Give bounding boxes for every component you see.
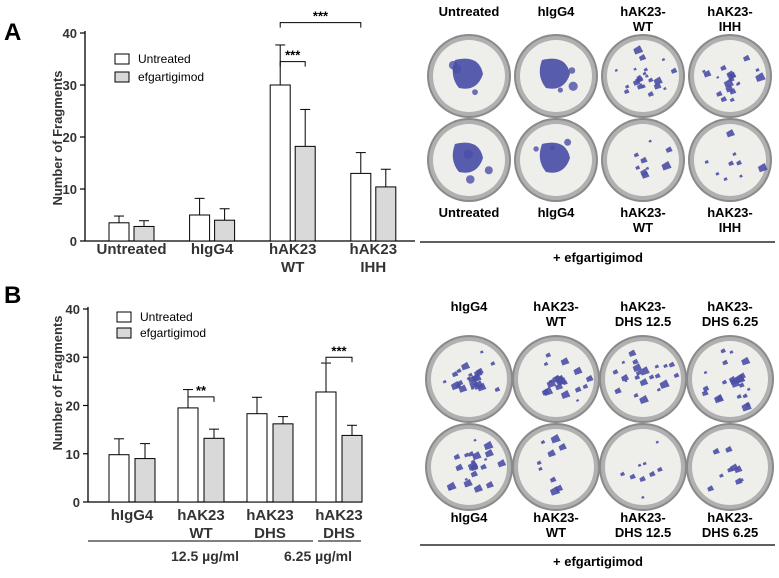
well-image [601, 118, 685, 202]
photo-label-top: hIgG4 [451, 299, 489, 314]
photo-label-bottom: hAK23-IHH [707, 205, 753, 235]
significance-label: *** [313, 9, 329, 24]
legend: Untreated efgartigimod [114, 52, 204, 84]
bar-efgartigimod [341, 434, 363, 503]
legend-label-untreated: Untreated [140, 310, 193, 324]
well-image [688, 118, 772, 202]
photo-label-bottom: hAK23-DHS 6.25 [702, 510, 758, 540]
significance-bracket [187, 396, 215, 402]
legend-label-efgartigimod: efgartigimod [138, 70, 204, 84]
y-tick-label: 20 [66, 399, 80, 414]
x-tick-label: hAK23 IHH [350, 241, 398, 276]
bar-untreated [246, 413, 268, 503]
significance-label: *** [285, 48, 301, 63]
panel-label-b: B [4, 282, 21, 309]
photo-label-bottom: Untreated [439, 205, 500, 220]
photo-caption-a: + efgartigimod [553, 250, 643, 265]
group-label-12-5: 12.5 µg/ml [171, 548, 239, 564]
well-image [514, 34, 598, 118]
bar-efgartigimod [133, 225, 155, 242]
x-tick-label: hAK23 WT [269, 241, 317, 276]
x-tick-label: hIgG4 [111, 507, 154, 524]
bar-efgartigimod [203, 437, 225, 503]
bar-untreated [177, 407, 199, 503]
y-tick-label: 10 [63, 182, 77, 197]
well-image [599, 423, 687, 511]
legend: Untreated efgartigimod [116, 310, 206, 340]
photo-grid-b: hIgG4 hAK23-WT hAK23-DHS 12.5 hAK23-DHS 6.2… [425, 299, 774, 540]
well-image [601, 34, 685, 118]
well-image [512, 423, 600, 511]
well-image [686, 423, 774, 511]
photo-caption-b: + efgartigimod [553, 554, 643, 569]
y-tick-label: 0 [73, 495, 80, 510]
legend-label-untreated: Untreated [138, 52, 191, 66]
photo-label-top: hAK23-WT [533, 299, 579, 329]
legend-swatch-efgartigimod [114, 71, 130, 83]
photo-label-bottom: hAK23-WT [620, 205, 666, 235]
y-tick-label: 0 [70, 234, 77, 249]
photo-label-top: Untreated [439, 4, 500, 19]
photo-label-top: hAK23-IHH [707, 4, 753, 34]
photo-label-top: hAK23-WT [620, 4, 666, 34]
y-tick-label: 30 [66, 350, 80, 365]
significance-bracket [325, 356, 353, 363]
well-image [425, 335, 513, 423]
group-label-6-25: 6.25 µg/ml [284, 548, 352, 564]
photo-label-bottom: hAK23-WT [533, 510, 579, 540]
well-image [427, 34, 511, 118]
bar-untreated [350, 172, 372, 242]
significance-label: *** [331, 343, 347, 358]
photo-label-top: hAK23-DHS 6.25 [702, 299, 758, 329]
photo-label-bottom: hIgG4 [538, 205, 576, 220]
panel-label-a: A [4, 19, 21, 46]
x-tick-label: hAK23 DHS [246, 507, 294, 542]
y-tick-label: 40 [66, 302, 80, 317]
legend-swatch-untreated [114, 53, 130, 65]
chart-b: Number of Fragments Untreated efgartigim… [50, 302, 363, 564]
chart-a: Number of Fragments Untreated efgartigim… [50, 9, 415, 276]
well-image [514, 118, 598, 202]
x-tick-label: Untreated [96, 241, 166, 258]
y-tick-label: 20 [63, 130, 77, 145]
bar-untreated [189, 214, 211, 242]
y-axis-label: Number of Fragments [50, 70, 65, 205]
y-axis-label: Number of Fragments [50, 315, 65, 450]
bar-efgartigimod [134, 458, 156, 503]
well-image [425, 423, 513, 511]
x-tick-label: hAK23 WT [177, 507, 225, 542]
photo-label-bottom: hAK23-DHS 12.5 [615, 510, 671, 540]
well-image [427, 118, 511, 202]
photo-label-top: hAK23-DHS 12.5 [615, 299, 671, 329]
bar-efgartigimod [294, 145, 316, 242]
legend-swatch-untreated [116, 311, 132, 323]
bar-efgartigimod [214, 219, 236, 242]
bar-untreated [108, 222, 130, 242]
y-tick-label: 10 [66, 447, 80, 462]
photo-label-top: hIgG4 [538, 4, 576, 19]
bar-efgartigimod [375, 186, 397, 242]
bar-untreated [108, 454, 130, 503]
x-tick-label: hAK23 DHS [315, 507, 363, 542]
significance-label: ** [196, 383, 207, 398]
bar-untreated [269, 84, 291, 242]
photo-label-bottom: hIgG4 [451, 510, 489, 525]
photo-grid-a: Untreated hIgG4 hAK23-WT hAK23-IHH Untreated… [427, 4, 772, 235]
well-image [686, 335, 774, 423]
y-tick-label: 40 [63, 26, 77, 41]
well-image [599, 335, 687, 423]
well-image [512, 335, 600, 423]
well-image [688, 34, 772, 118]
significance-bracket [279, 22, 362, 28]
x-tick-label: hIgG4 [191, 241, 234, 258]
bar-untreated [315, 391, 337, 503]
legend-swatch-efgartigimod [116, 327, 132, 339]
significance-bracket [279, 61, 306, 67]
legend-label-efgartigimod: efgartigimod [140, 326, 206, 340]
y-tick-label: 30 [63, 78, 77, 93]
bar-efgartigimod [272, 423, 294, 503]
